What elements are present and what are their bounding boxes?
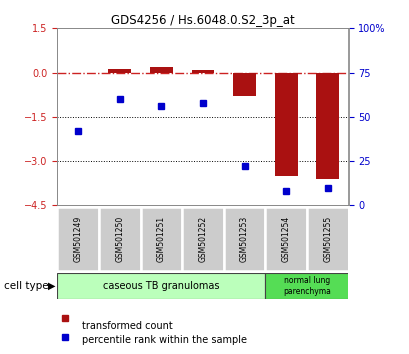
Bar [108,69,131,73]
Bar [223,207,265,271]
Text: caseous TB granulomas: caseous TB granulomas [103,281,219,291]
Bar [57,207,99,271]
Text: GSM501254: GSM501254 [281,216,290,262]
Text: ▶: ▶ [47,281,55,291]
Text: transformed count: transformed count [82,321,172,331]
Bar [274,73,297,176]
Text: GSM501249: GSM501249 [74,216,83,262]
Text: GSM501250: GSM501250 [115,216,124,262]
Text: cell type: cell type [4,281,49,291]
Text: percentile rank within the sample: percentile rank within the sample [82,335,246,345]
Bar [265,273,348,299]
Bar [182,207,223,271]
Text: GSM501253: GSM501253 [239,216,248,262]
Bar [99,207,140,271]
Bar [150,67,172,73]
Bar [315,73,338,179]
Bar [306,207,348,271]
Bar [57,273,265,299]
Text: GSM501255: GSM501255 [322,216,331,262]
Text: normal lung
parenchyma: normal lung parenchyma [282,276,330,296]
Bar [140,207,182,271]
Bar [265,207,306,271]
Title: GDS4256 / Hs.6048.0.S2_3p_at: GDS4256 / Hs.6048.0.S2_3p_at [111,14,294,27]
Text: GSM501252: GSM501252 [198,216,207,262]
Bar [233,73,255,96]
Bar [191,70,214,73]
Bar [67,73,90,74]
Text: GSM501251: GSM501251 [157,216,166,262]
